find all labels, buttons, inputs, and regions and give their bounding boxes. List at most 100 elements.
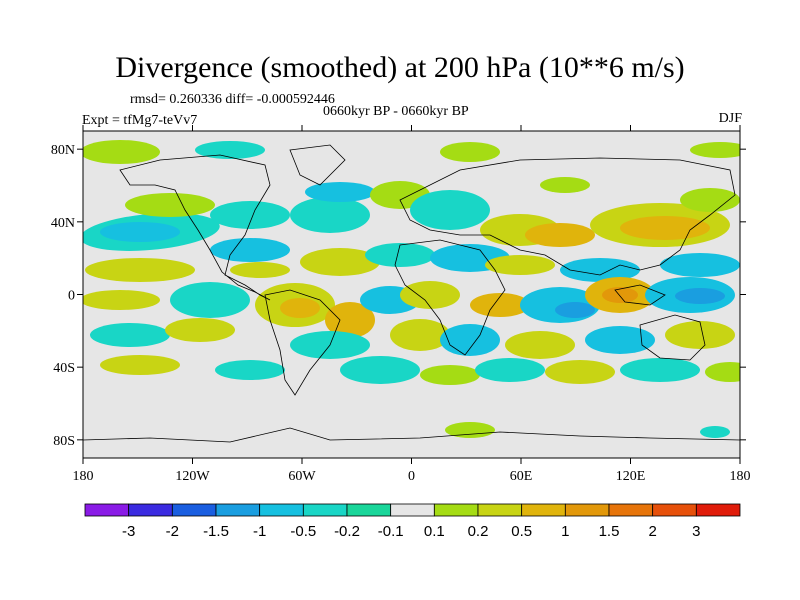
field-patch — [90, 323, 170, 347]
field-patch — [305, 182, 375, 202]
field-patch — [410, 190, 490, 230]
field-patch — [420, 365, 480, 385]
coast-greenland — [289, 144, 346, 186]
field-patch — [280, 298, 320, 318]
colorbar-label: -0.2 — [334, 523, 360, 540]
field-patch — [210, 201, 290, 229]
colorbar-label: -0.1 — [378, 523, 404, 540]
field-patch — [585, 326, 655, 354]
field-patch — [475, 358, 545, 382]
field-patch — [195, 141, 265, 159]
colorbar-swatch — [84, 503, 130, 517]
lon-tick-label: 0 — [408, 469, 415, 484]
colorbar-label: -1.5 — [203, 523, 229, 540]
colorbar-swatch — [433, 503, 479, 517]
colorbar-swatch — [564, 503, 610, 517]
field-patch — [325, 302, 375, 338]
field-patch — [215, 360, 285, 380]
colorbar-label: 3 — [692, 523, 700, 540]
lon-tick-label: 120W — [175, 469, 210, 484]
field-patch — [165, 318, 235, 342]
field-patch — [602, 287, 638, 303]
field-patch — [445, 422, 495, 438]
field-patch — [665, 321, 735, 349]
field-patch — [700, 426, 730, 438]
colorbar-label: 0.2 — [468, 523, 489, 540]
colorbar-swatch — [521, 503, 566, 517]
colorbar-swatch — [302, 503, 348, 517]
colorbar-label: -3 — [122, 523, 135, 540]
longitude-axis: 180 120W 60W 0 60E 120E 180 — [73, 125, 751, 484]
colorbar-swatch — [346, 503, 392, 517]
field-patch — [680, 188, 740, 212]
colorbar-swatch — [171, 503, 217, 517]
field-patch — [400, 281, 460, 309]
coast-europe-asia — [399, 157, 736, 276]
field-patch — [470, 293, 530, 317]
coast-south-america — [264, 289, 341, 396]
colorbar-swatch — [608, 503, 654, 517]
lon-tick-label: 60E — [510, 469, 533, 484]
field-patch — [290, 197, 370, 233]
latitude-axis: 80N 40N 0 40S 80S — [51, 143, 746, 449]
colorbar-label: 1.5 — [599, 523, 620, 540]
colorbar-label: -0.5 — [290, 523, 316, 540]
colorbar-label: 0.5 — [511, 523, 532, 540]
lat-tick-label: 80S — [53, 434, 75, 449]
colorbar-swatch — [215, 503, 261, 517]
coast-africa — [394, 239, 506, 356]
lon-tick-label: 180 — [73, 469, 94, 484]
field-patch — [505, 331, 575, 359]
colorbar-swatch — [128, 503, 173, 517]
field-patch — [300, 248, 380, 276]
colorbar-label: -2 — [166, 523, 179, 540]
field-patch — [485, 255, 555, 275]
lat-tick-label: 80N — [51, 143, 75, 158]
field-patch — [620, 358, 700, 382]
field-patch — [560, 258, 640, 282]
field-patch — [675, 288, 725, 304]
lat-tick-label: 0 — [68, 289, 75, 304]
colorbar-swatch — [695, 503, 741, 517]
coastlines — [83, 144, 740, 443]
field-patch — [83, 290, 160, 310]
field-patch — [365, 243, 435, 267]
lon-tick-label: 60W — [288, 469, 316, 484]
experiment-label: Expt = tfMg7-teVv7 — [82, 113, 198, 128]
field-patch — [83, 140, 160, 164]
period-label: 0660kyr BP - 0660kyr BP — [323, 104, 469, 119]
field-patch — [620, 216, 710, 240]
colorbar-swatch — [390, 503, 435, 517]
field-patch — [705, 362, 740, 382]
field-patch — [85, 258, 195, 282]
lon-tick-label: 180 — [730, 469, 751, 484]
field-patch — [170, 282, 250, 318]
colorbar-swatch — [259, 503, 304, 517]
colorbar-label: -1 — [253, 523, 266, 540]
field-patch — [390, 319, 450, 351]
field-patch — [340, 356, 420, 384]
coast-north-america — [119, 154, 271, 301]
lat-tick-label: 40N — [51, 216, 75, 231]
stats-text: rmsd= 0.260336 diff= -0.000592446 — [130, 92, 335, 107]
divergence-field — [83, 140, 740, 438]
season-label: DJF — [718, 111, 742, 126]
field-patch — [440, 142, 500, 162]
coast-maritime-continent — [614, 284, 666, 306]
field-patch — [210, 238, 290, 262]
field-patch — [525, 223, 595, 247]
plot-title: Divergence (smoothed) at 200 hPa (10**6 … — [115, 51, 685, 84]
field-patch — [100, 355, 180, 375]
field-patch — [690, 142, 740, 158]
colorbar-swatch — [652, 503, 697, 517]
field-patch — [230, 262, 290, 278]
field-patch — [545, 360, 615, 384]
colorbar-swatch — [477, 503, 523, 517]
colorbar-label: 2 — [648, 523, 656, 540]
field-patch — [100, 222, 180, 242]
coast-australia — [639, 314, 706, 361]
field-patch — [125, 193, 215, 217]
lon-tick-label: 120E — [616, 469, 646, 484]
colorbar-label: 0.1 — [424, 523, 445, 540]
